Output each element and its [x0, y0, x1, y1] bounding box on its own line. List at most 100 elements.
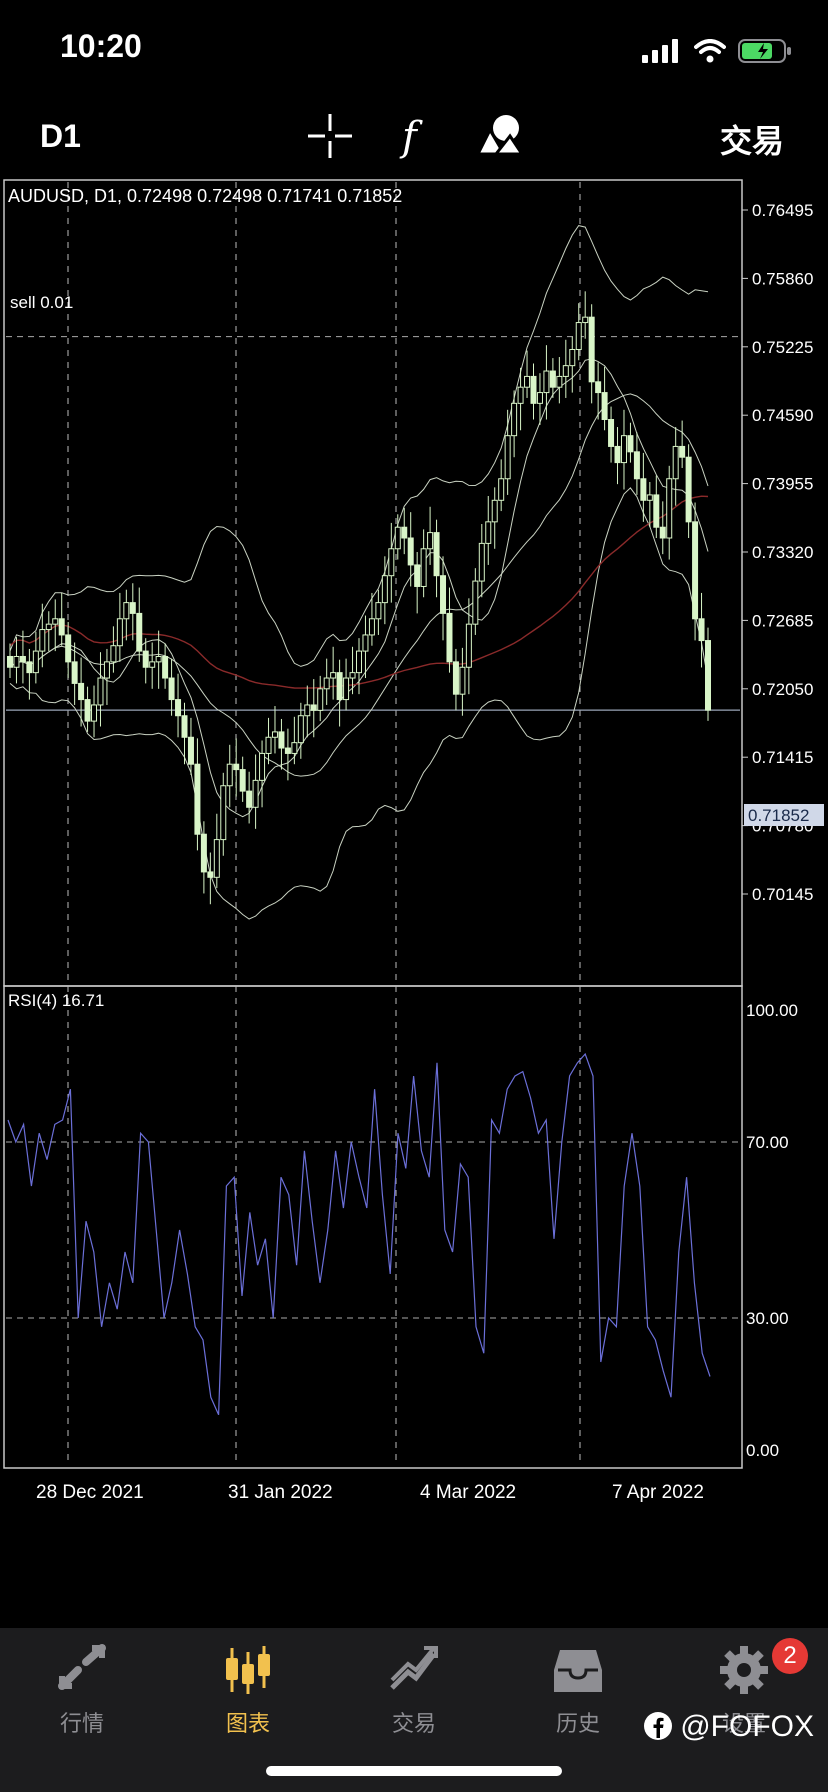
indicators-icon[interactable]: f [388, 110, 440, 162]
candle-body [562, 365, 569, 377]
candle-body [517, 386, 524, 404]
candle-body [291, 742, 298, 754]
quotes-icon [58, 1644, 106, 1690]
candle-body [504, 435, 511, 480]
fast-ma [9, 358, 709, 818]
candle-body [39, 629, 46, 652]
candle-body [666, 478, 673, 539]
candle-body [588, 316, 595, 383]
candle-body [465, 623, 472, 668]
timeframe-button[interactable]: D1 [40, 118, 81, 154]
candle-body [536, 392, 543, 404]
candles [7, 291, 711, 905]
candle-body [304, 704, 311, 717]
status-icons [642, 36, 792, 66]
candle-body [601, 392, 608, 421]
candle-body [246, 790, 253, 808]
candle-body [672, 445, 679, 480]
trade-button[interactable]: 交易 [719, 123, 784, 159]
candle-body [330, 672, 337, 679]
candle-body [97, 677, 104, 706]
candle-body [530, 375, 537, 404]
candle-body [271, 731, 278, 738]
price-tick-label: 0.75225 [752, 338, 813, 357]
candle-body [239, 769, 246, 792]
candle-body [362, 634, 369, 652]
tab-history[interactable]: 历史 [518, 1638, 638, 1738]
order-label: sell 0.01 [10, 293, 73, 312]
tab-chart[interactable]: 图表 [188, 1638, 308, 1738]
candle-body [226, 763, 233, 787]
crosshair-icon[interactable] [304, 110, 356, 162]
rsi-panel-frame [3, 985, 743, 1469]
candle-body [207, 871, 214, 878]
chart-area[interactable]: AUDUSD, D1, 0.72498 0.72498 0.71741 0.71… [0, 178, 828, 1628]
candle-body [575, 322, 582, 350]
candle-body [265, 736, 272, 754]
chart-toolbar: D1 f 交易 [0, 100, 828, 180]
candle-body [103, 661, 110, 679]
candle-body [381, 575, 388, 604]
home-indicator[interactable] [266, 1766, 562, 1776]
price-tick-label: 0.70145 [752, 885, 813, 904]
rsi-tick-label: 70.00 [746, 1133, 789, 1152]
candle-body [175, 699, 182, 717]
band-middle [9, 393, 709, 777]
candle-body [259, 752, 266, 781]
candle-body [19, 655, 26, 663]
candle-body [640, 478, 647, 501]
candle-body [13, 655, 20, 668]
candle-body [388, 548, 395, 577]
candle-body [136, 612, 143, 652]
tab-trade[interactable]: 交易 [354, 1638, 474, 1738]
main-panel-frame [3, 179, 743, 987]
candle-body [116, 618, 123, 647]
candle-body [452, 661, 459, 695]
rsi-axis: 100.00 70.00 30.00 0.00 [746, 1001, 798, 1460]
candle-body [71, 661, 78, 684]
candle-body [233, 763, 240, 771]
tab-settings[interactable]: 2 设置 [684, 1638, 808, 1738]
rsi-series [7, 1052, 711, 1416]
candle-body [582, 316, 589, 324]
candle-body [84, 699, 91, 722]
clock: 10:20 [60, 28, 142, 64]
svg-text:f: f [399, 114, 423, 160]
candle-body [420, 548, 427, 587]
objects-icon[interactable] [474, 110, 526, 162]
candle-body [524, 375, 531, 388]
rsi-tick-label: 30.00 [746, 1309, 789, 1328]
price-axis: 0.76495 0.75860 0.75225 0.74590 0.73955 0.733… [742, 201, 813, 904]
tab-label: 行情 [59, 1711, 104, 1736]
candle-body [45, 623, 52, 631]
candle-body [549, 370, 556, 388]
candle-body [633, 451, 640, 480]
price-chart[interactable]: AUDUSD, D1, 0.72498 0.72498 0.71741 0.71… [0, 178, 828, 1628]
tab-quotes[interactable]: 行情 [22, 1638, 142, 1738]
grid [6, 182, 740, 1466]
candle-body [284, 747, 291, 754]
date-axis: 28 Dec 2021 31 Jan 2022 4 Mar 2022 7 Apr 20… [36, 1482, 704, 1503]
candle-body [52, 618, 59, 625]
candle-body [168, 677, 175, 701]
tab-label: 交易 [391, 1711, 436, 1736]
watermark-text: @FOFOX [680, 1710, 814, 1743]
rsi-label: RSI(4) 16.71 [8, 991, 104, 1010]
candle-body [310, 704, 317, 711]
candle-body [194, 763, 201, 835]
candle-body [427, 532, 434, 550]
candle-body [556, 375, 563, 388]
candle-body [32, 650, 39, 674]
price-tick-label: 0.74590 [752, 406, 813, 425]
candle-body [608, 419, 615, 447]
price-tick-label: 0.73955 [752, 475, 813, 494]
candle-body [142, 650, 149, 668]
date-tick-label: 7 Apr 2022 [612, 1482, 704, 1503]
candle-body [78, 682, 85, 701]
candle-body [349, 672, 356, 679]
bollinger-bands [9, 225, 709, 920]
price-tick-label: 0.76495 [752, 201, 813, 220]
candle-body [155, 655, 162, 663]
settings-icon [720, 1646, 768, 1694]
candle-body [356, 650, 362, 674]
